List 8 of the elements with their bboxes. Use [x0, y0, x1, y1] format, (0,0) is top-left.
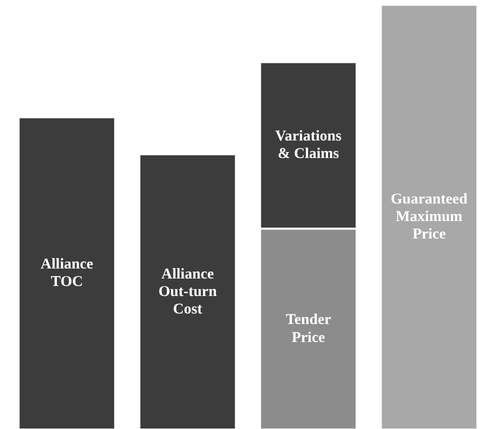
bar — [138, 153, 237, 429]
x-tick-label: Alliance Out-turn Cost — [158, 266, 218, 318]
x-tick-label: Guaranteed Maximum Price — [390, 192, 468, 243]
bar — [18, 116, 116, 429]
series-label: Variations & Claims — [275, 128, 342, 162]
x-tick-label: Tender Price — [286, 312, 332, 346]
bar — [380, 4, 478, 429]
x-tick-label: Alliance TOC — [40, 256, 94, 290]
